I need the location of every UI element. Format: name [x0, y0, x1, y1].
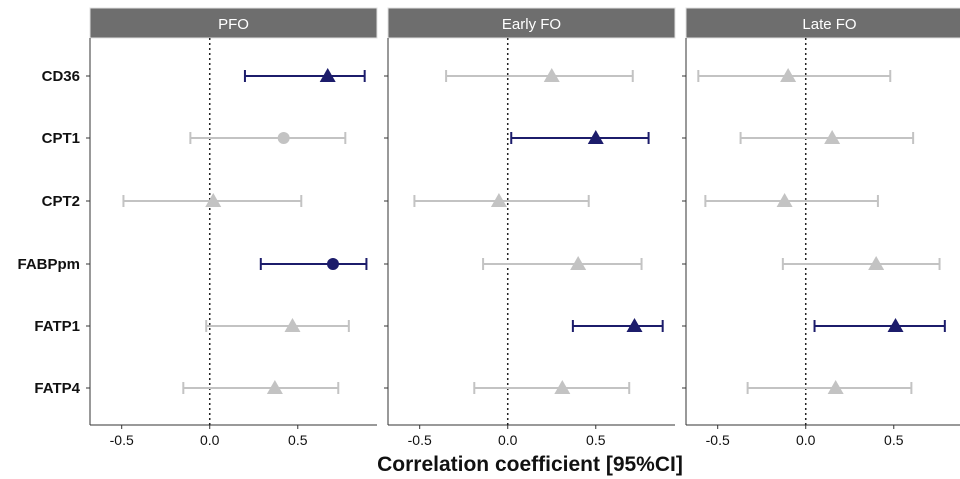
- panel-strip: [387, 7, 676, 39]
- point-fatp1: [284, 318, 301, 332]
- panel-title: Late FO: [802, 16, 856, 33]
- y-label-cpt1: CPT1: [42, 130, 80, 147]
- point-cpt1: [277, 132, 290, 144]
- x-axis-title: Correlation coefficient [95%CI]: [377, 453, 683, 476]
- panel-strip: [89, 7, 378, 39]
- panels: PFO -0.5 0.0 0.5 Early FO -0.5 0.0 0.5 Late FO -0…: [86, 7, 960, 448]
- y-label-cpt2: CPT2: [42, 193, 80, 210]
- point-cpt2: [205, 193, 222, 207]
- x-tick-label: 0.5: [884, 432, 904, 448]
- x-tick-label: 0.5: [586, 432, 606, 448]
- x-tick-label: 0.0: [498, 432, 518, 448]
- point-fabppm: [868, 256, 885, 270]
- panel-late-fo: Late FO -0.5 0.0 0.5: [682, 7, 960, 448]
- point-cd36: [780, 68, 797, 82]
- point-fatp4: [827, 380, 844, 394]
- y-axis-labels: CD36 CPT1 CPT2 FABPpm FATP1 FATP4: [17, 68, 80, 397]
- point-fatp1: [626, 318, 643, 332]
- point-fatp4: [266, 380, 283, 394]
- point-cd36: [319, 68, 336, 82]
- point-cd36: [543, 68, 560, 82]
- panel-early-fo: Early FO -0.5 0.0 0.5: [384, 7, 676, 448]
- point-cpt2: [490, 193, 507, 207]
- point-cpt2: [776, 193, 793, 207]
- point-fatp1: [887, 318, 904, 332]
- x-tick-label: 0.0: [200, 432, 220, 448]
- x-tick-label: -0.5: [110, 432, 134, 448]
- x-tick-label: 0.0: [796, 432, 816, 448]
- point-cpt1: [824, 130, 841, 144]
- x-tick-label: -0.5: [706, 432, 730, 448]
- x-tick-label: -0.5: [408, 432, 432, 448]
- y-label-fabppm: FABPpm: [17, 256, 80, 273]
- point-fabppm: [326, 258, 339, 270]
- point-cpt1: [587, 130, 604, 144]
- point-fatp4: [554, 380, 571, 394]
- panel-title: PFO: [218, 16, 249, 33]
- x-tick-label: 0.5: [288, 432, 308, 448]
- y-label-fatp4: FATP4: [34, 380, 80, 397]
- panel-title: Early FO: [502, 16, 561, 33]
- panel-strip: [685, 7, 960, 39]
- panel-pfo: PFO -0.5 0.0 0.5: [86, 7, 378, 448]
- point-fabppm: [570, 256, 587, 270]
- y-label-cd36: CD36: [42, 68, 80, 85]
- y-label-fatp1: FATP1: [34, 318, 80, 335]
